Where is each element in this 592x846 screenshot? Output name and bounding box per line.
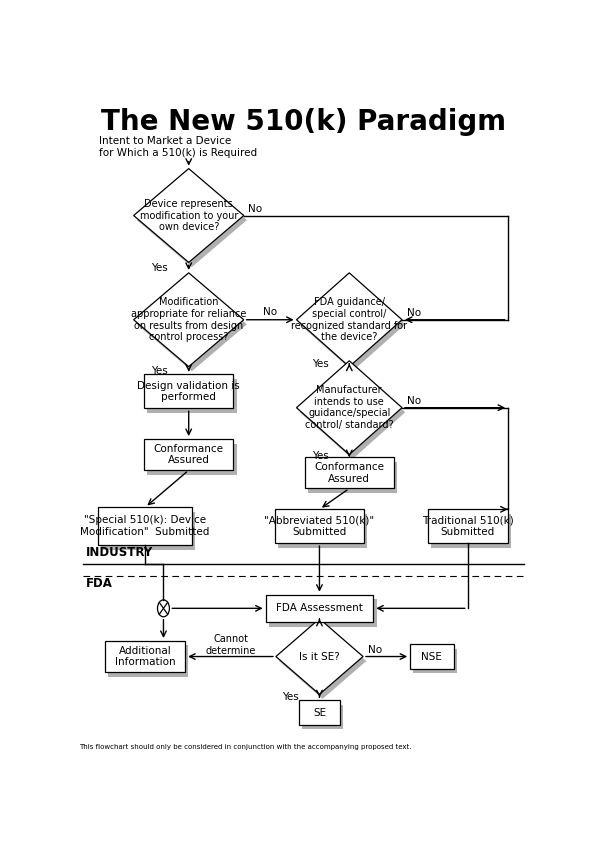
Polygon shape <box>279 624 366 699</box>
Text: Conformance
Assured: Conformance Assured <box>314 462 384 484</box>
FancyBboxPatch shape <box>431 514 511 547</box>
Text: The New 510(k) Paradigm: The New 510(k) Paradigm <box>101 108 506 136</box>
Polygon shape <box>134 168 244 262</box>
Text: Yes: Yes <box>312 451 329 461</box>
FancyBboxPatch shape <box>98 508 192 545</box>
Text: Conformance
Assured: Conformance Assured <box>154 444 224 465</box>
Text: FDA: FDA <box>85 577 112 590</box>
Text: No: No <box>407 308 421 318</box>
FancyBboxPatch shape <box>144 439 233 470</box>
Text: Yes: Yes <box>152 365 168 376</box>
Text: This flowchart should only be considered in conjunction with the accompanying pr: This flowchart should only be considered… <box>79 744 411 750</box>
Text: SE: SE <box>313 707 326 717</box>
Polygon shape <box>137 173 247 267</box>
Text: Intent to Market a Device
for Which a 510(k) is Required: Intent to Market a Device for Which a 51… <box>99 136 258 158</box>
Text: No: No <box>263 307 277 317</box>
Polygon shape <box>297 360 402 454</box>
FancyBboxPatch shape <box>427 509 508 543</box>
Polygon shape <box>276 618 363 695</box>
Text: NSE: NSE <box>422 651 442 662</box>
Text: Is it SE?: Is it SE? <box>299 651 340 662</box>
Text: No: No <box>368 645 382 655</box>
Text: FDA guidance/
special control/
recognized standard for
the device?: FDA guidance/ special control/ recognize… <box>291 297 407 342</box>
Polygon shape <box>300 365 406 459</box>
Text: No: No <box>407 396 421 406</box>
Polygon shape <box>297 273 402 366</box>
Text: Traditional 510(k)
Submitted: Traditional 510(k) Submitted <box>422 515 513 537</box>
FancyBboxPatch shape <box>269 599 377 627</box>
Text: No: No <box>249 204 262 214</box>
FancyBboxPatch shape <box>308 462 397 493</box>
FancyBboxPatch shape <box>101 512 195 550</box>
Text: Device represents
modification to your
own device?: Device represents modification to your o… <box>140 199 238 232</box>
Polygon shape <box>300 277 406 371</box>
FancyBboxPatch shape <box>147 379 237 413</box>
FancyBboxPatch shape <box>108 645 188 677</box>
Text: Yes: Yes <box>282 692 299 702</box>
Polygon shape <box>134 273 244 366</box>
Polygon shape <box>137 277 247 371</box>
Text: Modification
appropriate for reliance
on results from design
control process?: Modification appropriate for reliance on… <box>131 297 246 342</box>
Text: INDUSTRY: INDUSTRY <box>85 546 153 559</box>
FancyBboxPatch shape <box>266 595 374 622</box>
FancyBboxPatch shape <box>147 443 237 475</box>
Text: "Abbreviated 510(k)"
Submitted: "Abbreviated 510(k)" Submitted <box>265 515 375 537</box>
FancyBboxPatch shape <box>413 649 457 673</box>
FancyBboxPatch shape <box>302 705 343 729</box>
Text: Yes: Yes <box>312 359 329 369</box>
FancyBboxPatch shape <box>275 509 364 543</box>
FancyBboxPatch shape <box>410 644 453 669</box>
Text: Additional
Information: Additional Information <box>115 645 175 667</box>
Text: "Special 510(k): Device
Modification"  Submitted: "Special 510(k): Device Modification" Su… <box>81 515 210 537</box>
Text: Design validation is
performed: Design validation is performed <box>137 381 240 402</box>
Text: Yes: Yes <box>152 262 168 272</box>
Text: FDA Assessment: FDA Assessment <box>276 603 363 613</box>
FancyBboxPatch shape <box>105 641 185 673</box>
Text: Cannot
determine: Cannot determine <box>205 634 256 656</box>
FancyBboxPatch shape <box>144 375 233 409</box>
FancyBboxPatch shape <box>299 700 340 725</box>
FancyBboxPatch shape <box>304 457 394 488</box>
FancyBboxPatch shape <box>278 514 368 547</box>
Text: Manufacturer
intends to use
guidance/special
control/ standard?: Manufacturer intends to use guidance/spe… <box>305 385 394 430</box>
